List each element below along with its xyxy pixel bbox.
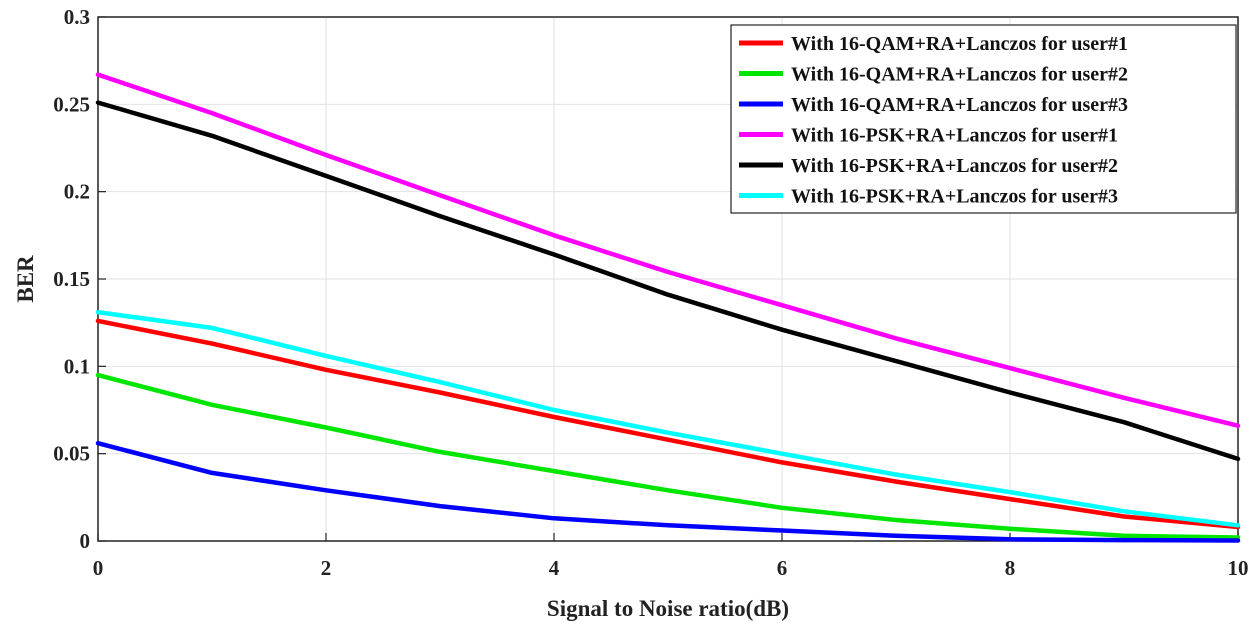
series-lines: [95, 72, 1241, 543]
x-tick-label: 0: [93, 556, 104, 580]
axis-ticks: 0 2 4 6 8 10 0 0.05 0.1 0.15 0.2 0.25 0.3: [53, 5, 1248, 580]
series-line-2: [95, 372, 1241, 540]
x-tick-label: 8: [1005, 556, 1016, 580]
y-tick-label: 0.1: [64, 354, 90, 378]
y-tick-label: 0.25: [53, 92, 90, 116]
y-tick-label: 0: [80, 529, 91, 553]
x-axis-label: Signal to Noise ratio(dB): [547, 596, 789, 621]
x-tick-label: 6: [777, 556, 788, 580]
legend-entry-label: With 16-PSK+RA+Lanczos for user#3: [791, 186, 1118, 208]
y-axis-label: BER: [13, 255, 38, 303]
legend: With 16-QAM+RA+Lanczos for user#1 With 16…: [730, 24, 1237, 214]
series-line-3: [95, 440, 1241, 543]
x-tick-label: 4: [549, 556, 560, 580]
x-tick-label: 10: [1228, 556, 1249, 580]
legend-entry-label: With 16-PSK+RA+Lanczos for user#1: [791, 125, 1118, 147]
legend-box: [730, 24, 1237, 214]
series-line-5: [95, 100, 1241, 462]
series-line-4: [95, 72, 1241, 428]
y-tick-label: 0.2: [64, 180, 90, 204]
legend-entry-label: With 16-QAM+RA+Lanczos for user#2: [791, 64, 1128, 86]
legend-entry-label: With 16-QAM+RA+Lanczos for user#3: [791, 94, 1128, 116]
series-line-6: [95, 309, 1241, 528]
legend-entry-label: With 16-PSK+RA+Lanczos for user#2: [791, 155, 1118, 177]
series-line-1: [95, 318, 1241, 530]
y-tick-label: 0.05: [53, 442, 90, 466]
x-tick-label: 2: [321, 556, 332, 580]
y-tick-label: 0.15: [53, 267, 90, 291]
y-tick-label: 0.3: [64, 5, 90, 29]
legend-entry-label: With 16-QAM+RA+Lanczos for user#1: [791, 33, 1128, 55]
